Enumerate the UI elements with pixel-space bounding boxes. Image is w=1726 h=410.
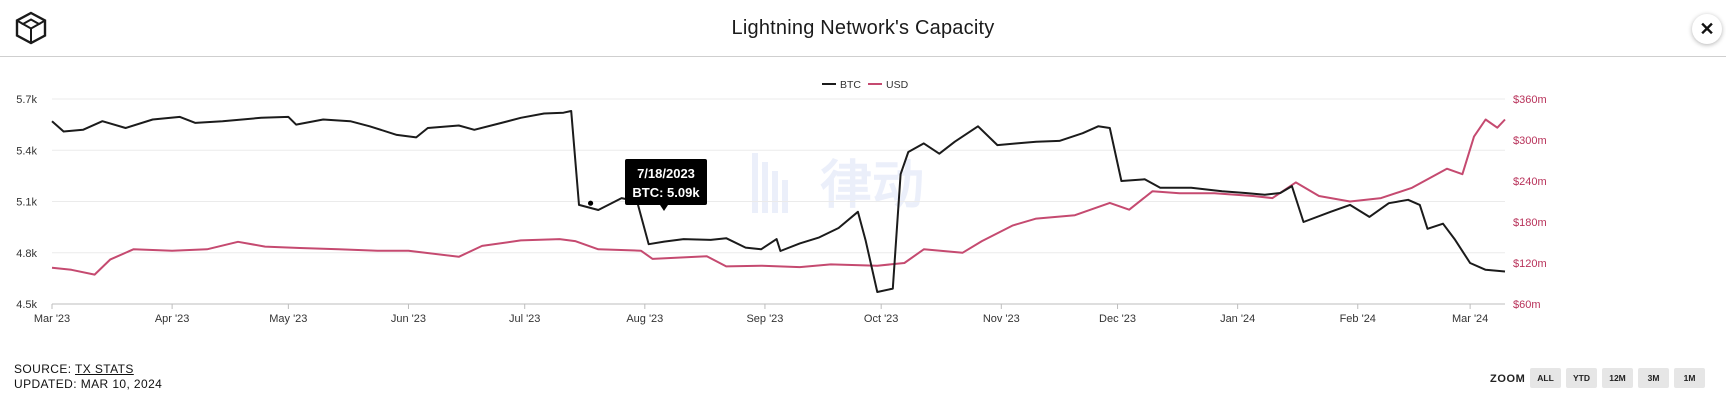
x-tick-label: Dec '23 xyxy=(1099,313,1136,325)
gridlines xyxy=(51,98,1505,309)
tooltip-value: BTC: 5.09k xyxy=(632,185,700,200)
line-chart: 律动 4.5k 4.8k 5.1k 5.4k 5.7k $60m $120m $180m $24… xyxy=(16,79,1546,325)
chart-header: Lightning Network's Capacity ✕ xyxy=(0,0,1726,57)
axes: 4.5k 4.8k 5.1k 5.4k 5.7k $60m $120m $180m $240m $… xyxy=(16,94,1546,325)
watermark: 律动 xyxy=(752,153,924,216)
y-right-tick-label: $120m xyxy=(1513,258,1547,270)
zoom-controls: ALL YTD 12M 3M 1M xyxy=(1530,368,1705,388)
legend-label-usd: USD xyxy=(886,79,909,91)
source-label: SOURCE: xyxy=(14,362,72,376)
series-line-btc[interactable] xyxy=(51,110,1506,293)
watermark-text: 律动 xyxy=(820,156,924,216)
series-line-usd[interactable] xyxy=(51,118,1506,276)
x-tick-label: Oct '23 xyxy=(864,313,899,325)
x-tick-label: May '23 xyxy=(269,313,307,325)
y-right-tick-label: $240m xyxy=(1513,176,1547,188)
y-left-tick-label: 5.4k xyxy=(16,145,37,157)
x-tick-label: Apr '23 xyxy=(155,313,190,325)
hover-point xyxy=(587,200,594,206)
legend-label-btc: BTC xyxy=(840,79,861,91)
zoom-12m-button[interactable]: 12M xyxy=(1602,368,1633,388)
y-right-tick-label: $300m xyxy=(1513,135,1547,147)
legend-item-btc[interactable]: BTC xyxy=(822,79,861,91)
y-right-tick-label: $180m xyxy=(1513,217,1547,229)
close-icon: ✕ xyxy=(1699,19,1715,39)
x-tick-label: Mar '23 xyxy=(34,313,70,325)
x-tick-label: Jul '23 xyxy=(509,313,540,325)
source-link[interactable]: TX STATS xyxy=(75,362,134,376)
source-info: SOURCE: TX STATS UPDATED: MAR 10, 2024 xyxy=(14,362,162,392)
x-tick-label: Mar '24 xyxy=(1452,313,1488,325)
y-right-tick-label: $60m xyxy=(1513,299,1541,311)
y-left-tick-label: 5.1k xyxy=(16,197,37,209)
cube-logo-icon xyxy=(15,11,47,45)
zoom-1m-button[interactable]: 1M xyxy=(1674,368,1705,388)
tooltip-date: 7/18/2023 xyxy=(637,166,695,181)
zoom-3m-button[interactable]: 3M xyxy=(1638,368,1669,388)
x-tick-label: Feb '24 xyxy=(1340,313,1376,325)
y-left-tick-label: 4.8k xyxy=(16,248,37,260)
legend-item-usd[interactable]: USD xyxy=(868,79,909,91)
x-tick-label: Sep '23 xyxy=(746,313,783,325)
updated-date: UPDATED: MAR 10, 2024 xyxy=(14,377,163,391)
x-tick-label: Aug '23 xyxy=(626,313,663,325)
chart-title: Lightning Network's Capacity xyxy=(731,17,995,39)
legend: BTC USD xyxy=(822,79,909,91)
data-tooltip: 7/18/2023 BTC: 5.09k xyxy=(625,159,707,211)
y-left-tick-label: 5.7k xyxy=(16,94,37,106)
y-right-tick-label: $360m xyxy=(1513,94,1547,106)
zoom-label: ZOOM xyxy=(1490,373,1526,385)
zoom-all-button[interactable]: ALL xyxy=(1530,368,1561,388)
zoom-ytd-button[interactable]: YTD xyxy=(1566,368,1597,388)
x-tick-label: Jan '24 xyxy=(1220,313,1255,325)
close-button[interactable]: ✕ xyxy=(1692,14,1722,44)
x-tick-label: Nov '23 xyxy=(983,313,1020,325)
y-left-tick-label: 4.5k xyxy=(16,299,37,311)
x-tick-label: Jun '23 xyxy=(391,313,426,325)
